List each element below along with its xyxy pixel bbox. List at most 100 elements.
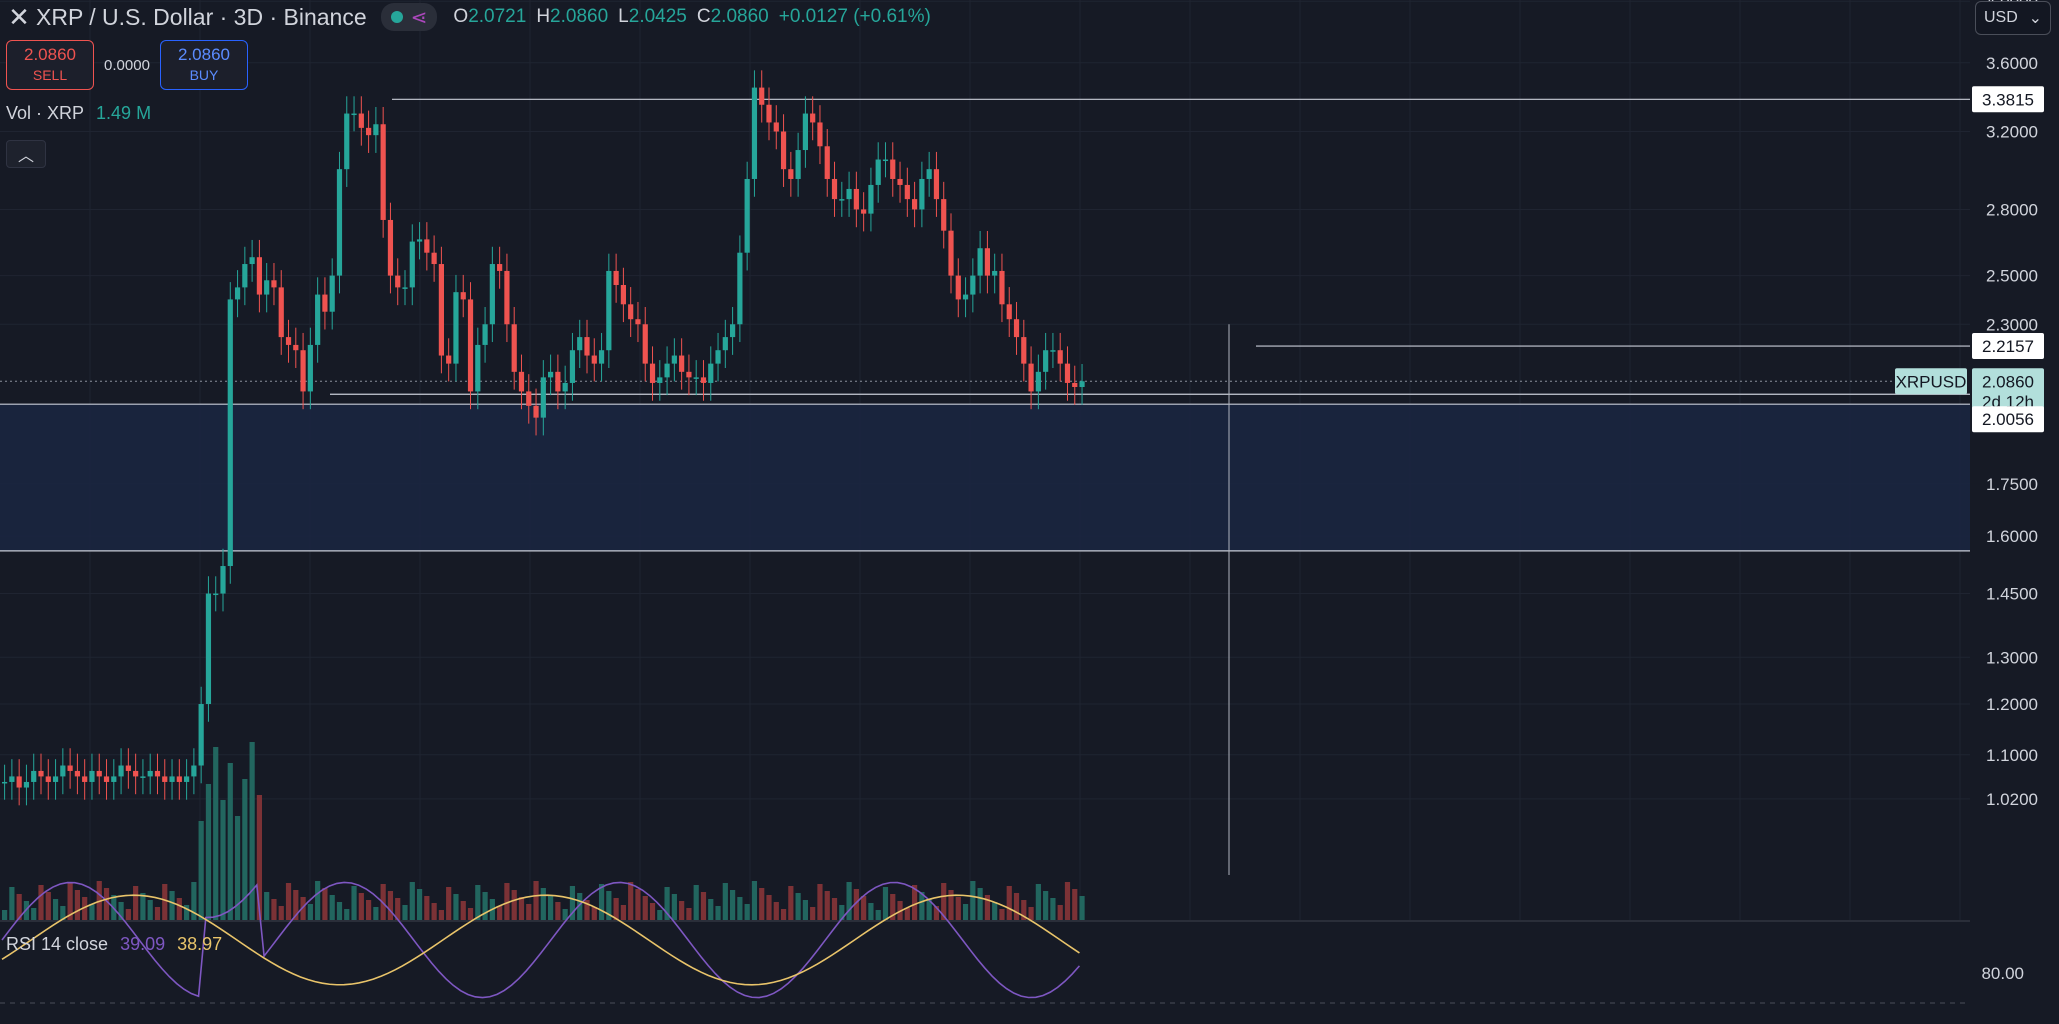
volume-bar bbox=[984, 895, 990, 920]
price-label-mid-bg bbox=[1972, 333, 2044, 360]
candle-body bbox=[16, 776, 22, 788]
candle-body bbox=[846, 188, 852, 200]
candle-body bbox=[948, 230, 954, 276]
volume-bar bbox=[125, 909, 131, 920]
candle-body bbox=[118, 765, 124, 777]
candle-body bbox=[154, 770, 161, 777]
candle-body bbox=[366, 127, 372, 136]
share-icon[interactable]: ⋖ bbox=[410, 6, 428, 29]
candle-body bbox=[780, 131, 787, 170]
volume-bar bbox=[38, 885, 44, 920]
volume-bar bbox=[671, 894, 677, 920]
buy-button[interactable]: 2.0860 BUY bbox=[160, 40, 248, 90]
volume-bar bbox=[548, 895, 554, 920]
candle-body bbox=[1043, 350, 1049, 372]
volume-bar bbox=[635, 889, 641, 920]
candle-body bbox=[802, 113, 808, 151]
sell-price: 2.0860 bbox=[24, 45, 76, 64]
candle-body bbox=[23, 781, 30, 788]
candle-body bbox=[497, 264, 503, 271]
market-status-badge[interactable]: ⋖ bbox=[380, 3, 438, 31]
candle-body bbox=[810, 113, 816, 123]
volume-bar bbox=[882, 887, 889, 920]
volume-label: Vol · XRP bbox=[6, 103, 85, 123]
candle-body bbox=[912, 199, 918, 210]
trade-panel: 2.0860 SELL 0.0000 2.0860 BUY bbox=[6, 40, 248, 90]
candle-body bbox=[1050, 350, 1056, 352]
volume-bar bbox=[307, 904, 313, 920]
candle-body bbox=[74, 770, 80, 777]
volume-bar bbox=[693, 885, 699, 920]
spread-value: 0.0000 bbox=[104, 56, 150, 74]
volume-bar bbox=[482, 892, 488, 920]
volume-bar bbox=[264, 892, 270, 920]
volume-bar bbox=[431, 903, 437, 920]
candle-body bbox=[256, 257, 262, 295]
symbol-title[interactable]: XRP / U.S. Dollar · 3D · Binance bbox=[36, 3, 367, 30]
volume-legend[interactable]: Vol · XRP 1.49 M bbox=[6, 103, 151, 124]
volume-bar bbox=[271, 899, 277, 920]
volume-bar bbox=[977, 888, 983, 920]
volume-bar bbox=[285, 883, 292, 920]
candle-body bbox=[1013, 319, 1020, 338]
candle-body bbox=[1079, 381, 1085, 388]
volume-bar bbox=[1035, 884, 1041, 920]
candle-body bbox=[60, 765, 66, 777]
volume-bar bbox=[584, 900, 590, 920]
volume-bar bbox=[89, 904, 95, 920]
volume-bar bbox=[540, 888, 546, 920]
volume-bar bbox=[504, 883, 510, 920]
candle-body bbox=[191, 765, 197, 777]
volume-bar bbox=[438, 910, 444, 920]
candle-body bbox=[300, 350, 306, 392]
volume-bar bbox=[722, 883, 728, 920]
candle-body bbox=[293, 344, 299, 351]
volume-bar bbox=[744, 904, 750, 920]
volume-bar bbox=[249, 742, 255, 920]
volume-bar bbox=[220, 800, 226, 920]
volume-bar bbox=[868, 903, 874, 920]
candle-body bbox=[708, 363, 714, 383]
price-tick-label: 3.2000 bbox=[1986, 123, 2038, 142]
rsi-legend[interactable]: RSI 14 close 39.09 38.97 bbox=[6, 934, 222, 955]
sell-button[interactable]: 2.0860 SELL bbox=[6, 40, 94, 90]
candle-body bbox=[759, 87, 765, 105]
volume-bar bbox=[562, 909, 568, 920]
candle-body bbox=[839, 199, 845, 201]
volume-bar bbox=[1064, 882, 1071, 920]
volume-bar bbox=[133, 886, 139, 920]
volume-bar bbox=[664, 887, 670, 920]
volume-bar bbox=[31, 908, 37, 920]
candle-body bbox=[271, 280, 277, 288]
volume-bar bbox=[992, 902, 998, 920]
volume-bar bbox=[358, 893, 364, 920]
candle-body bbox=[1006, 304, 1012, 320]
volume-bar bbox=[751, 881, 758, 920]
volume-bar bbox=[955, 897, 961, 920]
volume-bar bbox=[351, 886, 357, 920]
candle-body bbox=[1072, 382, 1078, 388]
candle-body bbox=[45, 776, 51, 782]
candle-body bbox=[606, 270, 612, 351]
volume-bar bbox=[926, 899, 932, 920]
collapse-legend-button[interactable]: ︿ bbox=[6, 140, 46, 168]
candle-body bbox=[722, 337, 728, 351]
candle-body bbox=[831, 178, 838, 200]
candlesticks bbox=[2, 70, 1085, 806]
volume-bar bbox=[395, 898, 401, 920]
candle-body bbox=[926, 169, 932, 179]
candle-body bbox=[853, 188, 859, 210]
current-price-label-bg bbox=[1972, 368, 2044, 395]
volume-bar bbox=[715, 906, 721, 920]
candle-body bbox=[9, 776, 15, 782]
candle-body bbox=[882, 159, 889, 162]
volume-bar bbox=[628, 882, 634, 920]
candle-body bbox=[817, 122, 823, 147]
candle-body bbox=[569, 350, 576, 383]
candle-body bbox=[1028, 363, 1034, 392]
candle-body bbox=[518, 371, 525, 392]
rsi-value: 39.09 bbox=[120, 934, 166, 954]
volume-bar bbox=[802, 900, 808, 920]
currency-select[interactable]: USD ⌄ bbox=[1975, 1, 2051, 35]
